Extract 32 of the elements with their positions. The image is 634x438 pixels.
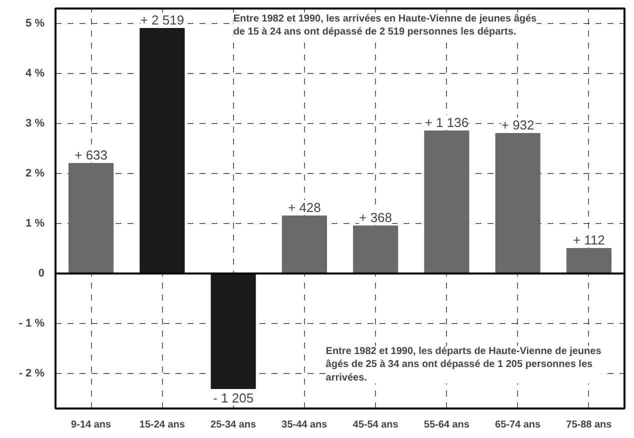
annotation: + 633 — [74, 148, 108, 162]
x-tick-label: 55-64 ans — [424, 420, 470, 430]
x-tick-label: 25-34 ans — [210, 420, 257, 430]
annotation: Entre 1982 et 1990, les départs de Haute-Vienne de jeunes âgés de 25 à 34 ans ont dépassé de 1 205 personnes les arrivées. — [326, 346, 602, 384]
y-tick-label: - 2 % — [18, 368, 45, 380]
annotation: + 368 — [359, 210, 392, 225]
y-tick-label: 3 % — [26, 118, 45, 130]
bar — [68, 163, 114, 274]
bar — [353, 226, 398, 274]
x-tick-label: 75-88 ans — [566, 420, 612, 430]
x-tick-label: 45-54 ans — [352, 420, 399, 430]
y-tick-label: 1 % — [26, 218, 45, 230]
x-tick-label: 15-24 ans — [139, 420, 186, 430]
annotation: - 1 205 — [213, 390, 254, 406]
annotation: Entre 1982 et 1990, les arrivées en Haute-Vienne de jeunes âgés de 15 à 24 ans ont dépassé de 2 519 personnes les départs. — [233, 14, 538, 38]
x-tick-label: 35-44 ans — [282, 420, 328, 430]
bar — [140, 28, 185, 274]
annotation: + 2 519 — [140, 12, 184, 28]
y-tick-label: 2 % — [26, 168, 45, 180]
bar — [566, 248, 612, 274]
y-tick-label: 4 % — [26, 68, 45, 80]
annotation: + 428 — [288, 200, 321, 215]
y-tick-label: 0 — [38, 268, 45, 280]
y-tick-label: 5 % — [26, 18, 45, 30]
x-tick-label: 9-14 ans — [71, 420, 112, 430]
annotation: + 112 — [572, 232, 605, 248]
y-tick-label: - 1 % — [18, 318, 45, 330]
bar — [210, 273, 256, 389]
x-tick-label: 65-74 ans — [495, 420, 542, 430]
annotation: + 932 — [501, 118, 534, 132]
annotation: + 1 136 — [424, 115, 469, 130]
bar — [282, 216, 327, 274]
